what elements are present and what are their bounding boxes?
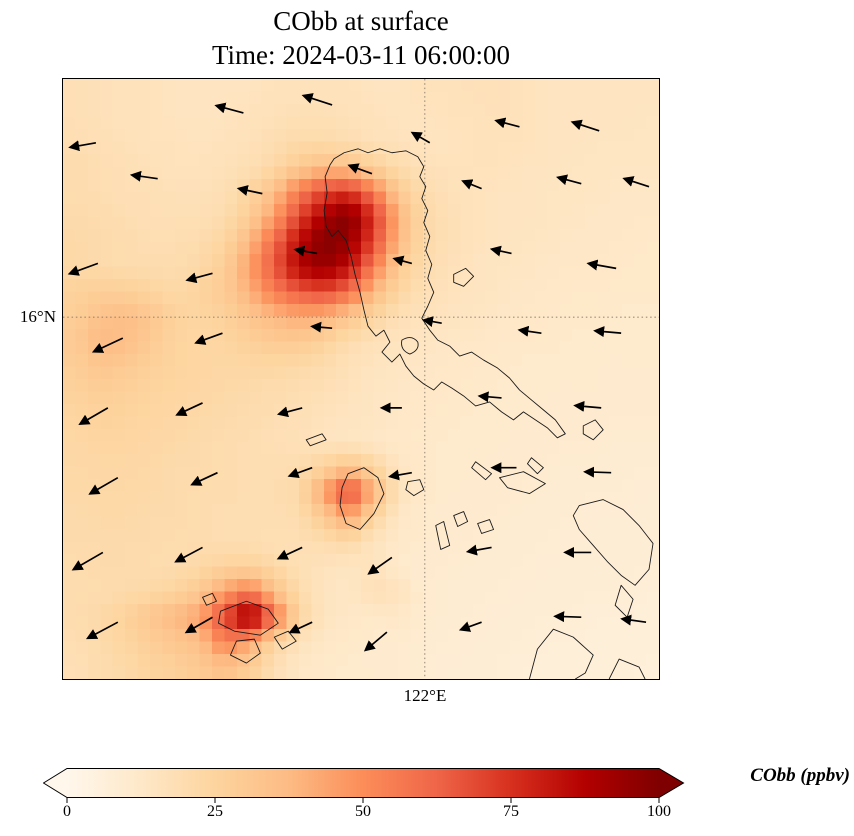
wind-vector xyxy=(622,176,650,188)
wind-vector xyxy=(310,321,333,333)
colorbar xyxy=(43,768,685,803)
coastline-sibuyan xyxy=(477,519,495,534)
colorbar-tick-label: 100 xyxy=(647,803,671,820)
coastline-romblon xyxy=(453,511,469,527)
coastline-samar xyxy=(572,499,654,586)
wind-vector xyxy=(392,255,413,267)
wind-vector xyxy=(410,131,431,144)
wind-vector xyxy=(517,325,542,337)
colorbar-tick-label: 0 xyxy=(63,803,71,820)
wind-vector xyxy=(68,140,97,152)
coastline-burias xyxy=(471,461,493,481)
coastline-marinduque xyxy=(405,479,425,497)
wind-vector xyxy=(190,471,218,486)
wind-vector xyxy=(293,245,318,257)
wind-vector xyxy=(85,621,119,640)
wind-vector xyxy=(301,93,333,106)
coastline-lubang xyxy=(305,433,327,447)
colorbar-title: CObb (ppbv) xyxy=(750,765,850,786)
wind-vector xyxy=(276,546,303,560)
wind-vector xyxy=(67,262,99,276)
coastline-masbate xyxy=(499,471,546,495)
wind-vector xyxy=(88,476,119,495)
coastline-leyte xyxy=(614,584,634,618)
coastline-laguna-lake xyxy=(401,337,419,355)
map-overlay xyxy=(63,79,659,679)
wind-vector xyxy=(185,272,213,284)
coastline-panay xyxy=(529,628,594,679)
colorbar-over-arrow xyxy=(659,768,684,798)
coastline-coron xyxy=(273,630,297,650)
chart-subtitle: Time: 2024-03-11 06:00:00 xyxy=(211,40,510,70)
wind-vector xyxy=(494,117,520,129)
colorbar-ticks xyxy=(66,797,660,803)
wind-vector xyxy=(129,170,158,182)
wind-vector xyxy=(214,102,244,114)
wind-vector xyxy=(570,119,600,132)
coastline-tablas xyxy=(435,521,451,550)
colorbar-gradient-bar xyxy=(67,768,659,798)
wind-vector xyxy=(91,337,124,353)
coastline-culion xyxy=(229,638,261,664)
wind-vector xyxy=(421,316,442,328)
wind-vector xyxy=(288,621,313,634)
wind-vector xyxy=(175,402,203,416)
wind-vector xyxy=(489,245,512,257)
x-tick-label-122E: 122°E xyxy=(403,686,447,705)
wind-vector xyxy=(586,259,617,271)
wind-vector-field xyxy=(67,93,650,652)
wind-vector xyxy=(363,631,388,652)
colorbar-under-arrow xyxy=(43,768,67,798)
wind-vector xyxy=(593,326,622,338)
wind-vector xyxy=(388,469,412,481)
wind-vector xyxy=(184,616,213,634)
wind-vector xyxy=(367,556,393,575)
colorbar-tick-label: 50 xyxy=(355,803,371,820)
wind-vector xyxy=(347,163,373,175)
coastline-luzon xyxy=(323,148,566,439)
wind-vector xyxy=(71,551,104,571)
wind-vector xyxy=(583,466,612,478)
wind-vector xyxy=(573,400,602,412)
wind-vector xyxy=(174,546,203,563)
wind-vector xyxy=(236,185,263,196)
wind-vector xyxy=(276,406,303,418)
wind-vector xyxy=(477,391,502,403)
chart-title: CObb at surface xyxy=(273,6,449,36)
coastline-mindoro xyxy=(339,467,385,530)
wind-vector xyxy=(556,174,582,186)
coastline-catanduanes xyxy=(582,419,604,441)
coastline-ticao xyxy=(526,457,544,475)
wind-vector xyxy=(461,179,482,190)
coastline-negros xyxy=(608,658,646,679)
wind-vector xyxy=(78,407,109,425)
wind-vector xyxy=(620,614,647,626)
wind-vector xyxy=(194,332,223,345)
wind-vector xyxy=(465,544,492,556)
colorbar-tick-label: 25 xyxy=(207,803,223,820)
wind-vector xyxy=(287,466,313,479)
wind-vector xyxy=(458,621,482,632)
coastline-busuanga xyxy=(218,600,279,636)
coastline-polillo xyxy=(453,267,475,287)
y-tick-label-16N: 16°N xyxy=(19,307,56,326)
wind-vector xyxy=(553,611,582,623)
colorbar-tick-label: 75 xyxy=(503,803,519,820)
coastline-calamian-islet xyxy=(202,592,217,606)
map-plot-area xyxy=(62,78,660,680)
coastlines xyxy=(202,148,654,679)
